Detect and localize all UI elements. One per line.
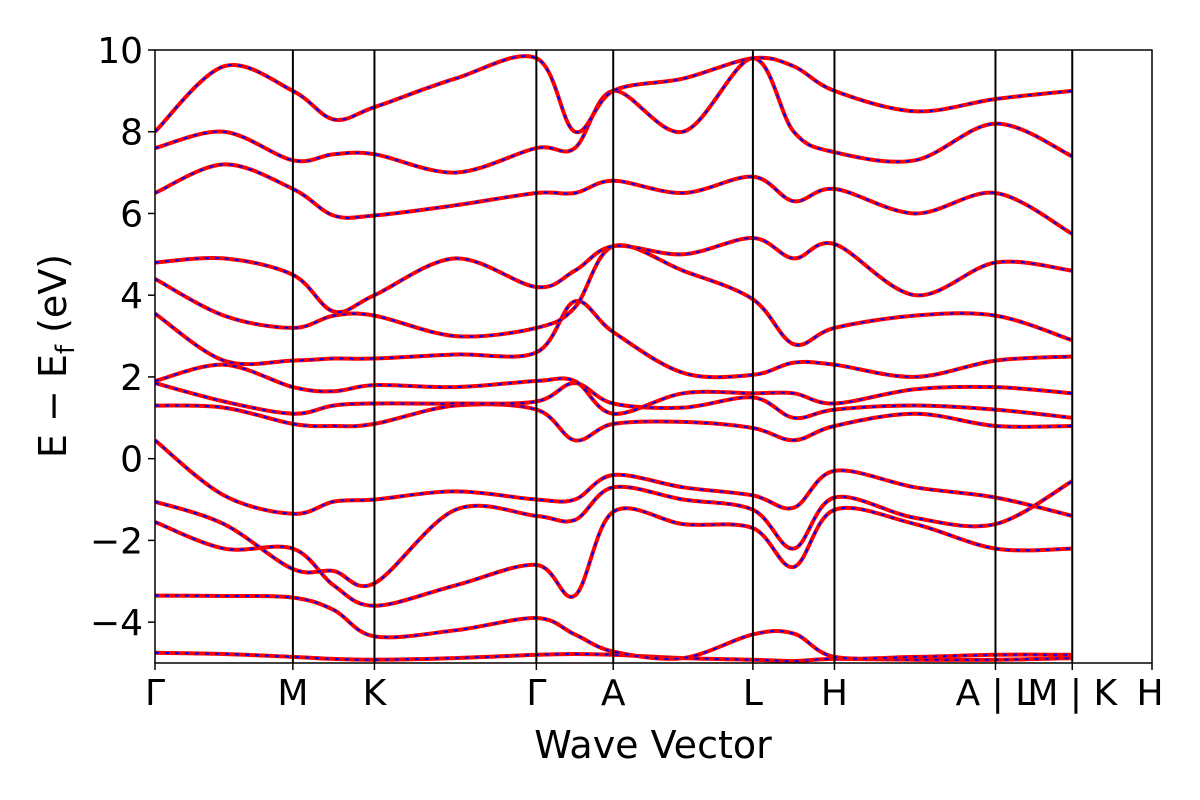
band-6-overlay-line xyxy=(155,382,1073,420)
band-7-overlay-line xyxy=(155,363,1073,415)
y-axis-title-unit: (eV) xyxy=(31,254,75,345)
y-axis-ticks: −4 −2 0 2 4 6 8 10 xyxy=(90,31,155,644)
band-13-overlay-line xyxy=(155,55,1073,134)
x-tick-label-6: H xyxy=(821,673,848,714)
band-8-overlay-line xyxy=(155,300,1073,379)
y-tick-label-7: 10 xyxy=(97,31,143,72)
x-tick-label-2: K xyxy=(363,673,388,714)
band-9-overlay-line xyxy=(155,244,1073,347)
band-3-line xyxy=(155,479,1074,589)
y-tick-label-1: −2 xyxy=(90,521,143,562)
y-axis-title-main: E − E xyxy=(31,354,75,458)
y-tick-label-6: 8 xyxy=(120,113,143,154)
x-tick-label-0: Γ xyxy=(145,673,165,714)
y-axis-title: E − Ef (eV) xyxy=(31,254,81,458)
x-tick-label-3: Γ xyxy=(526,673,546,714)
x-tick-label-5: L xyxy=(743,673,763,714)
x-tick-label-9: H xyxy=(1136,673,1163,714)
y-axis-title-sub: f xyxy=(51,344,81,354)
x-axis-ticks: Γ M K Γ A L H A | LM | K H xyxy=(145,663,1164,714)
y-tick-label-0: −4 xyxy=(90,603,143,644)
plot-frame xyxy=(154,49,1153,664)
x-axis-title: Wave Vector xyxy=(534,723,772,767)
bands-layer xyxy=(155,54,1074,663)
y-tick-label-3: 2 xyxy=(120,358,143,399)
kpoint-lines xyxy=(291,50,1074,663)
x-tick-label-8: M | K xyxy=(1027,673,1118,714)
band-1-overlay-line xyxy=(155,594,1073,660)
band-11-overlay-line xyxy=(155,163,1073,235)
y-tick-label-5: 6 xyxy=(120,194,143,235)
band-10-overlay-line xyxy=(155,236,1073,314)
band-5-overlay-line xyxy=(155,403,1073,442)
y-tick-label-2: 0 xyxy=(120,440,143,481)
y-tick-label-4: 4 xyxy=(120,276,143,317)
x-tick-label-4: A xyxy=(601,673,626,714)
x-tick-label-7: A | L xyxy=(956,673,1036,714)
x-tick-label-1: M xyxy=(277,673,308,714)
band-4-overlay-line xyxy=(155,439,1073,517)
